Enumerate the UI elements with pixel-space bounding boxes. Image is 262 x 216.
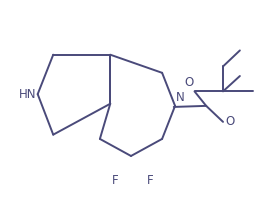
- Text: F: F: [112, 174, 119, 187]
- Text: HN: HN: [19, 88, 36, 101]
- Text: O: O: [225, 115, 234, 128]
- Text: O: O: [184, 76, 193, 89]
- Text: N: N: [176, 91, 185, 104]
- Text: F: F: [147, 174, 154, 187]
